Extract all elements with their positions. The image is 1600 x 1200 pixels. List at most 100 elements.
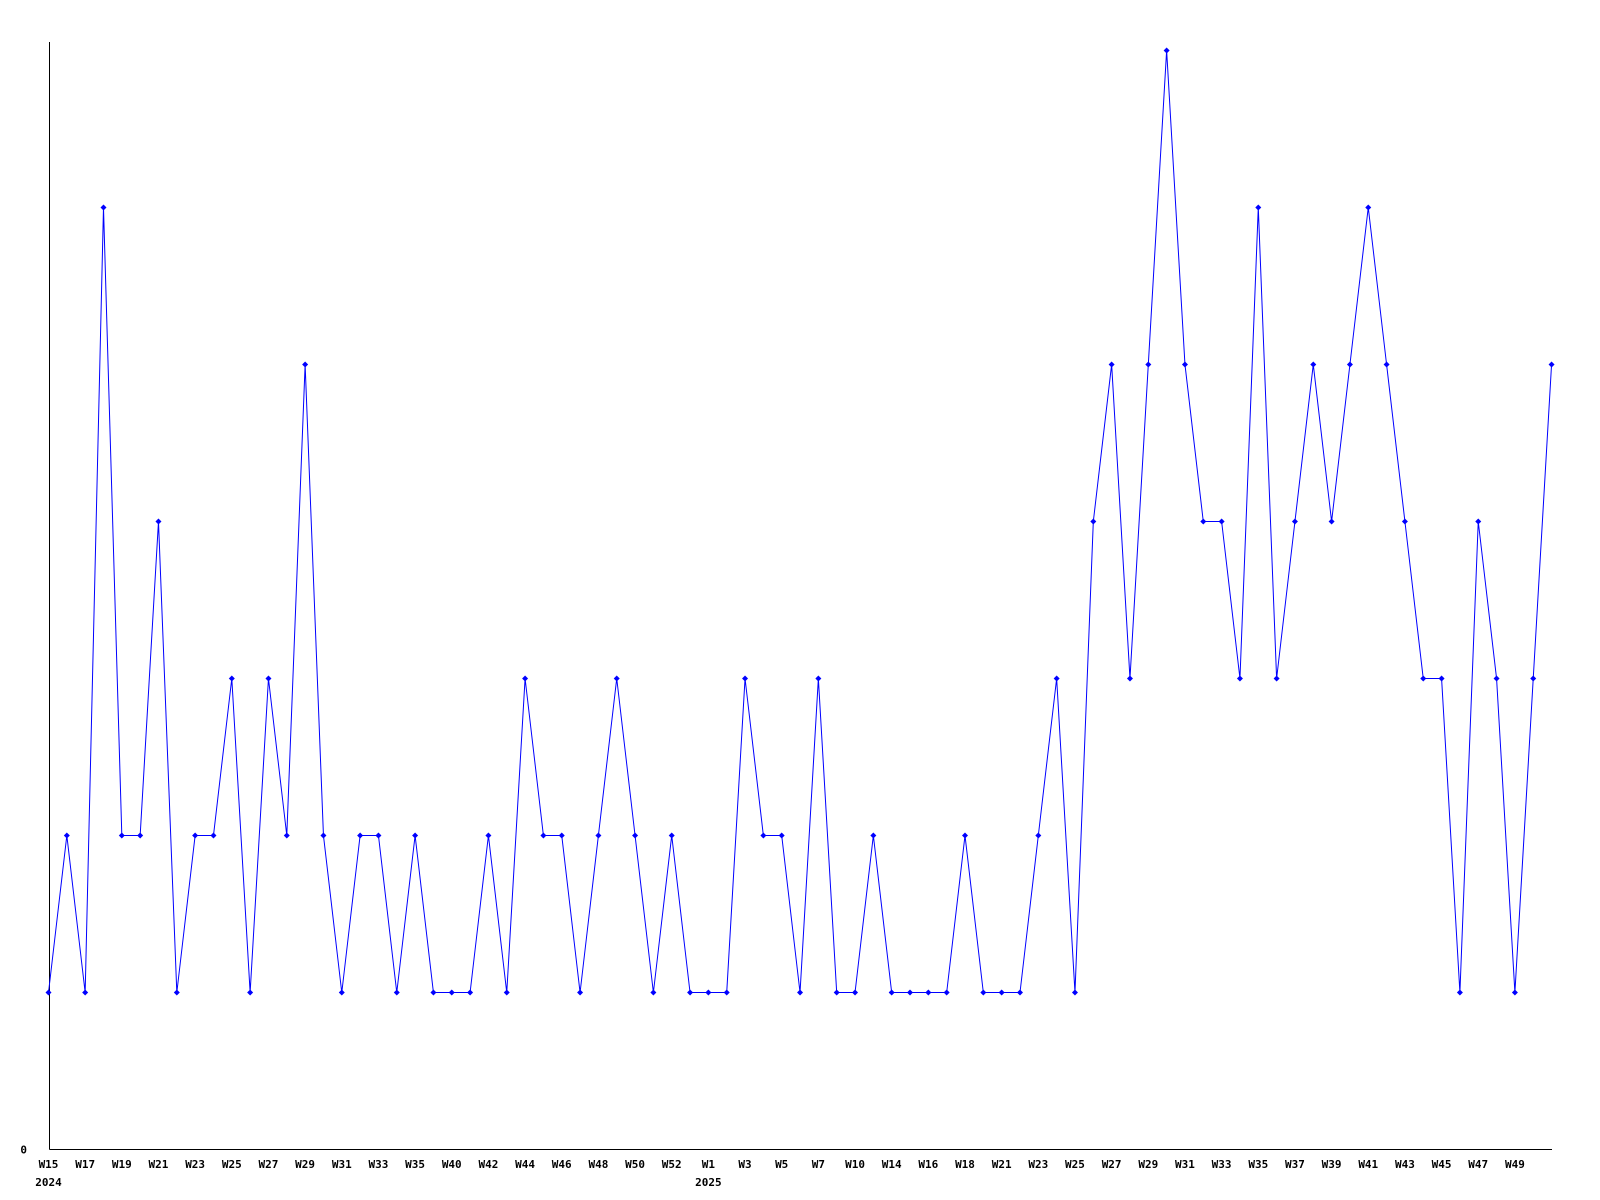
x-tick-label: W50 <box>625 1158 645 1171</box>
data-point-marker <box>375 832 382 839</box>
x-tick-label: W23 <box>1028 1158 1048 1171</box>
x-tick-label: W52 <box>662 1158 682 1171</box>
x-tick-label: W27 <box>259 1158 279 1171</box>
data-point-marker <box>595 832 602 839</box>
data-point-marker <box>1016 989 1023 996</box>
data-point-marker <box>632 832 639 839</box>
data-point-marker <box>723 989 730 996</box>
x-tick-label: W31 <box>332 1158 352 1171</box>
data-point-marker <box>393 989 400 996</box>
data-point-marker <box>1236 675 1243 682</box>
x-tick-label: W27 <box>1102 1158 1122 1171</box>
data-point-marker <box>522 675 529 682</box>
data-point-marker <box>852 989 859 996</box>
x-tick-label: W25 <box>1065 1158 1085 1171</box>
x-tick-label: W10 <box>845 1158 865 1171</box>
data-point-marker <box>980 989 987 996</box>
data-point-marker <box>705 989 712 996</box>
x-tick-label: W17 <box>75 1158 95 1171</box>
x-tick-label: W49 <box>1505 1158 1525 1171</box>
x-tick-label: W3 <box>738 1158 751 1171</box>
data-point-marker <box>63 832 70 839</box>
x-tick-label: W43 <box>1395 1158 1415 1171</box>
data-point-marker <box>833 989 840 996</box>
data-point-marker <box>467 989 474 996</box>
data-point-marker <box>943 989 950 996</box>
x-tick-label: W48 <box>588 1158 608 1171</box>
x-tick-label: W29 <box>295 1158 315 1171</box>
x-tick-label: W33 <box>369 1158 389 1171</box>
data-point-marker <box>412 832 419 839</box>
x-tick-label: W16 <box>918 1158 938 1171</box>
x-tick-label: W31 <box>1175 1158 1195 1171</box>
data-point-marker <box>1420 675 1427 682</box>
data-point-marker <box>1200 518 1207 525</box>
data-point-marker <box>503 989 510 996</box>
x-tick-label: W19 <box>112 1158 132 1171</box>
data-point-marker <box>1181 361 1188 368</box>
data-point-marker <box>45 989 52 996</box>
data-point-marker <box>1346 361 1353 368</box>
data-point-marker <box>1438 675 1445 682</box>
data-point-marker <box>338 989 345 996</box>
x-tick-label: W14 <box>882 1158 902 1171</box>
x-tick-label: W46 <box>552 1158 572 1171</box>
x-tick-label: W15 <box>39 1158 59 1171</box>
data-point-marker <box>558 832 565 839</box>
data-point-marker <box>228 675 235 682</box>
x-tick-label: W21 <box>992 1158 1012 1171</box>
data-point-marker <box>173 989 180 996</box>
x-tick-label: W18 <box>955 1158 975 1171</box>
data-point-marker <box>1328 518 1335 525</box>
x-tick-label: W29 <box>1138 1158 1158 1171</box>
data-point-marker <box>1365 204 1372 211</box>
data-point-marker <box>1383 361 1390 368</box>
data-point-marker <box>1108 361 1115 368</box>
x-tick-label: W40 <box>442 1158 462 1171</box>
year-label: 2025 <box>695 1176 722 1189</box>
data-point-marker <box>137 832 144 839</box>
year-label: 2024 <box>35 1176 62 1189</box>
x-tick-label: W37 <box>1285 1158 1305 1171</box>
x-tick-label: W41 <box>1358 1158 1378 1171</box>
data-point-marker <box>650 989 657 996</box>
data-point-marker <box>320 832 327 839</box>
x-tick-label: W33 <box>1212 1158 1232 1171</box>
data-point-marker <box>1126 675 1133 682</box>
data-point-marker <box>998 989 1005 996</box>
data-point-marker <box>613 675 620 682</box>
x-tick-label: W45 <box>1432 1158 1452 1171</box>
data-point-marker <box>1291 518 1298 525</box>
y-zero-label: 0 <box>20 1144 27 1157</box>
x-tick-label: W47 <box>1468 1158 1488 1171</box>
x-tick-label: W35 <box>405 1158 425 1171</box>
x-tick-label: W23 <box>185 1158 205 1171</box>
data-point-marker <box>155 518 162 525</box>
data-point-marker <box>797 989 804 996</box>
data-point-marker <box>742 675 749 682</box>
data-point-marker <box>907 989 914 996</box>
data-point-marker <box>1548 361 1555 368</box>
data-point-marker <box>302 361 309 368</box>
data-point-marker <box>1401 518 1408 525</box>
data-point-marker <box>1456 989 1463 996</box>
data-point-marker <box>1475 518 1482 525</box>
data-point-marker <box>888 989 895 996</box>
data-point-marker <box>1530 675 1537 682</box>
data-point-marker <box>1035 832 1042 839</box>
x-tick-label: W42 <box>478 1158 498 1171</box>
data-point-marker <box>577 989 584 996</box>
data-point-marker <box>357 832 364 839</box>
data-point-marker <box>668 832 675 839</box>
data-point-marker <box>1273 675 1280 682</box>
data-point-marker <box>1071 989 1078 996</box>
data-point-marker <box>778 832 785 839</box>
data-point-marker <box>540 832 547 839</box>
x-tick-label: W44 <box>515 1158 535 1171</box>
data-point-marker <box>1255 204 1262 211</box>
data-point-marker <box>1218 518 1225 525</box>
data-point-marker <box>925 989 932 996</box>
x-tick-label: W5 <box>775 1158 788 1171</box>
